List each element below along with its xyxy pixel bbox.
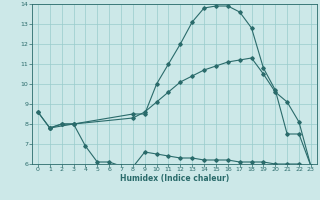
X-axis label: Humidex (Indice chaleur): Humidex (Indice chaleur) <box>120 174 229 183</box>
